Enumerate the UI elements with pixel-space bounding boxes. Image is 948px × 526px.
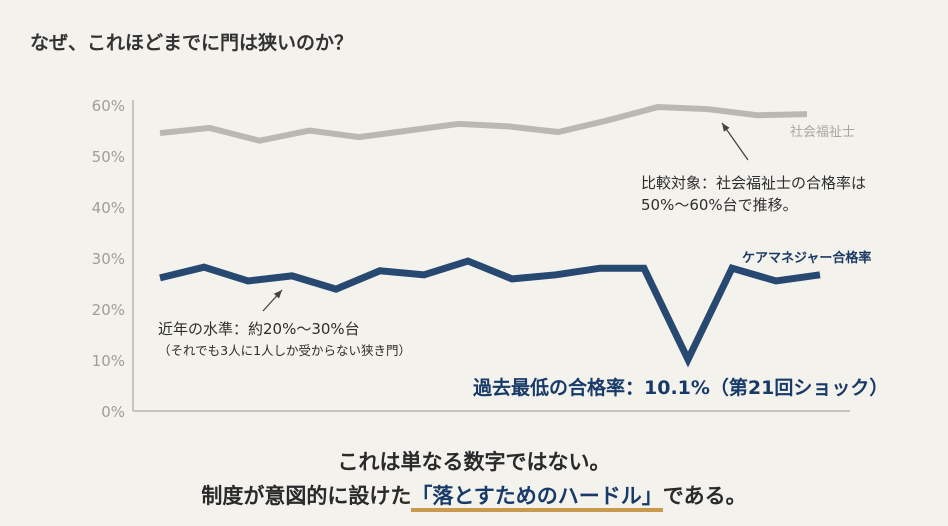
y-tick-label: 50% (92, 148, 125, 166)
annotation-lowest: 過去最低の合格率：10.1%（第21回ショック） (473, 377, 889, 399)
annotation-compare-line2: 50%〜60%台で推移。 (641, 196, 798, 214)
annotation-recent-line1: 近年の水準：約20%〜30%台 (158, 320, 360, 338)
annotation-recent: 近年の水準：約20%〜30%台 （それでも3人に1人しか受からない狭き門） (158, 318, 411, 362)
series-label-care-manager: ケアマネジャー合格率 (742, 251, 872, 266)
y-tick-label: 40% (92, 199, 125, 217)
message-line1: これは単なる数字ではない。 (337, 450, 611, 474)
series-label-social-worker: 社会福祉士 (790, 125, 856, 140)
message-line2-post: である。 (662, 484, 747, 508)
message-line2: 制度が意図的に設けた「落とすためのハードル」である。 (0, 480, 948, 512)
annotation-compare-line1: 比較対象：社会福祉士の合格率は (641, 174, 867, 192)
y-tick-label: 10% (92, 352, 125, 370)
line-chart: 0% 10% 20% 30% 40% 50% 60% (92, 97, 850, 421)
y-tick-label: 20% (92, 301, 125, 319)
message-line2-pre: 制度が意図的に設けた (201, 484, 412, 508)
arrow-recent-icon-head (273, 290, 282, 299)
annotation-compare: 比較対象：社会福祉士の合格率は 50%〜60%台で推移。 (641, 172, 866, 216)
page-title: なぜ、これほどまでに門は狭いのか？ (30, 32, 354, 54)
annotation-recent-line2: （それでも3人に1人しか受からない狭き門） (158, 343, 412, 358)
message-highlight: 「落とすためのハードル」 (411, 484, 663, 512)
y-tick-label: 60% (92, 97, 125, 115)
series-line-1 (159, 257, 821, 368)
y-tick-label: 30% (92, 250, 125, 268)
series-line-0 (159, 104, 808, 144)
arrow-compare-icon-head (722, 123, 730, 132)
y-tick-label: 0% (101, 403, 125, 421)
